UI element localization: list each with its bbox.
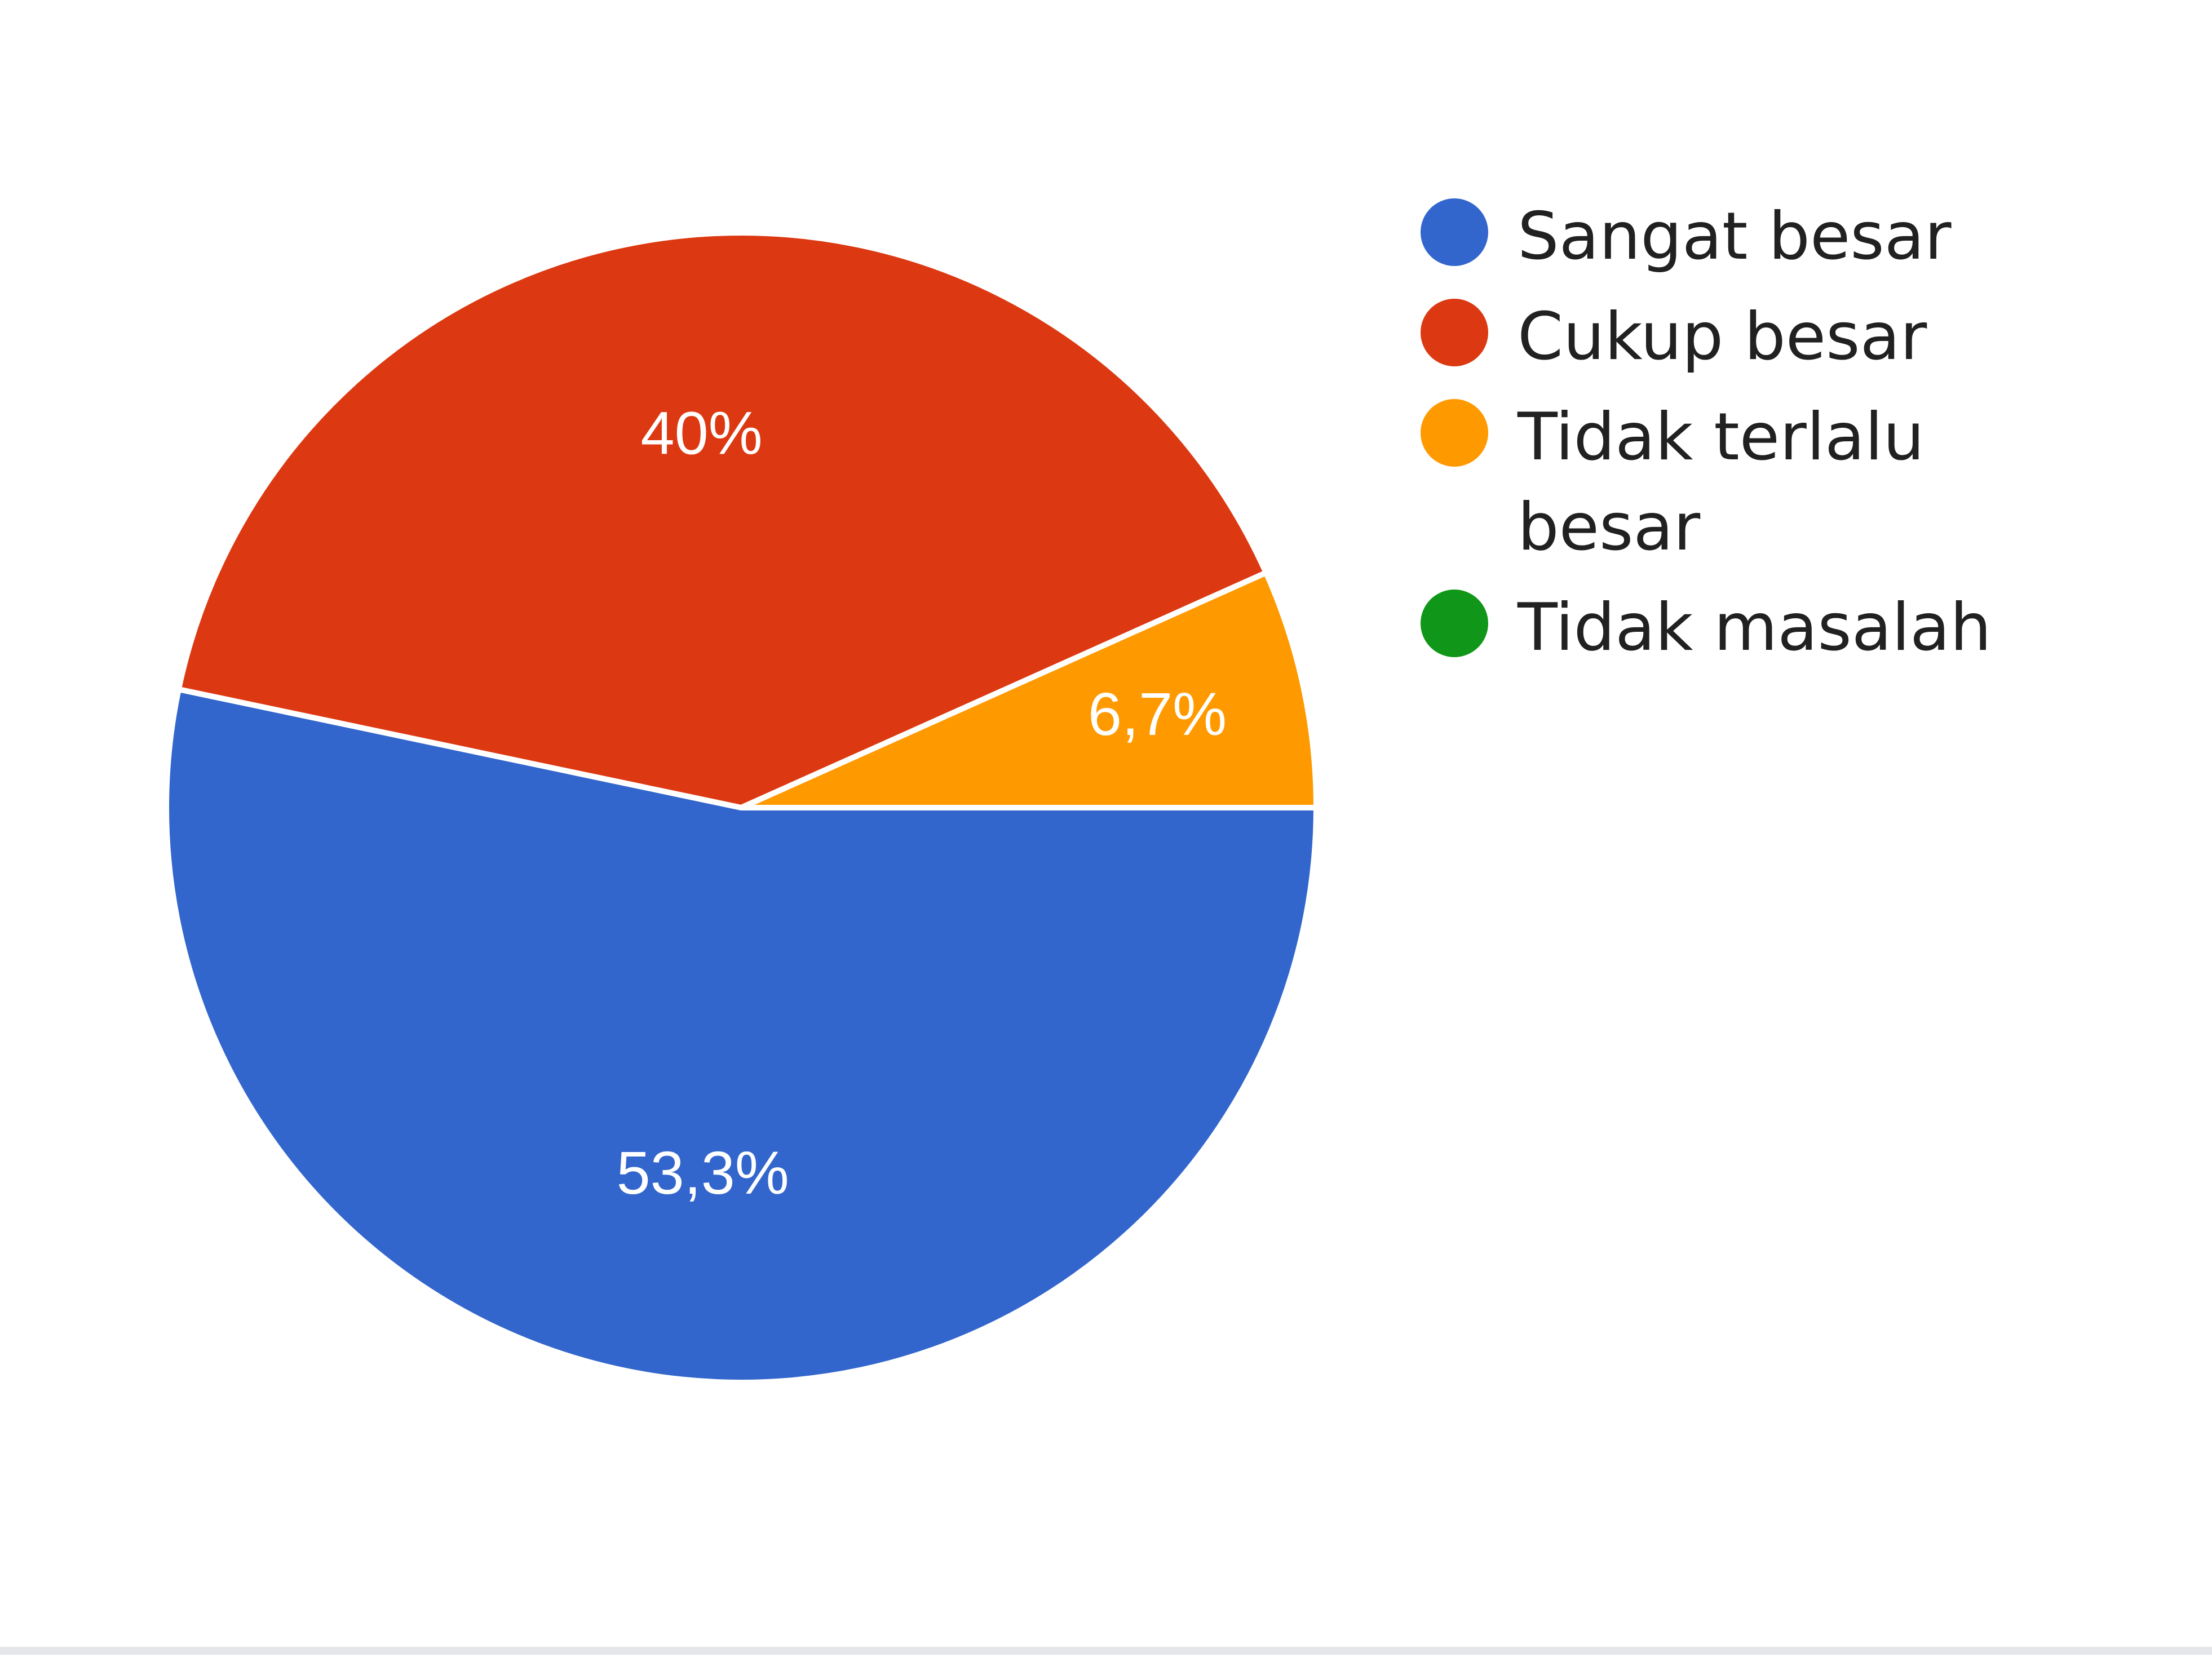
legend-item[interactable]: Cukup besar	[1421, 292, 2198, 382]
legend-label: Tidak terlalu besar	[1518, 399, 1925, 565]
pie-slice-tidak-terlalu-besar[interactable]	[738, 570, 1319, 810]
legend-swatch-icon	[1421, 590, 1488, 657]
legend-label: Tidak masalah	[1518, 590, 1992, 666]
legend-swatch-icon	[1421, 399, 1488, 467]
legend-item[interactable]: Tidak masalah	[1421, 583, 2198, 673]
legend-item[interactable]: Tidak terlalu besar	[1421, 392, 2198, 573]
legend-swatch-icon	[1421, 198, 1488, 266]
pie-slices	[163, 230, 1319, 1385]
legend-label: Cukup besar	[1518, 299, 1927, 375]
slice-label-tidak-terlalu-besar: 6,7%	[1088, 680, 1227, 748]
pie-slice-cukup-besar[interactable]	[175, 230, 1269, 810]
pie-slice-sangat-besar[interactable]	[163, 686, 1319, 1385]
legend-label: Sangat besar	[1518, 198, 1952, 274]
legend-item[interactable]: Sangat besar	[1421, 192, 2198, 282]
pie-slice-labels: 53,3% 40% 6,7%	[617, 398, 1227, 1207]
slice-label-cukup-besar: 40%	[641, 398, 763, 467]
slice-label-sangat-besar: 53,3%	[617, 1138, 789, 1207]
legend-swatch-icon	[1421, 299, 1488, 366]
chart-legend: Sangat besar Cukup besar Tidak terlalu bes…	[1421, 192, 2198, 683]
